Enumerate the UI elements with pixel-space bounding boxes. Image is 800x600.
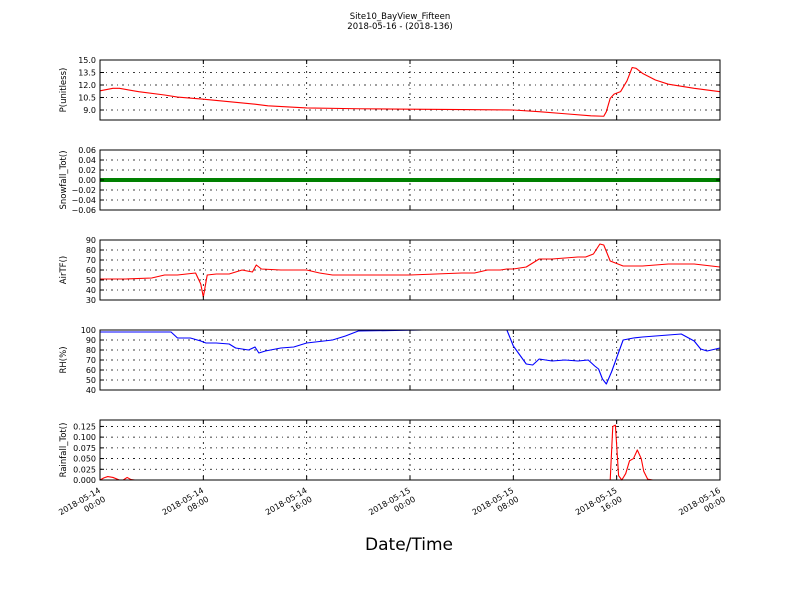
y-tick-label: 0.00 [78,176,96,185]
y-tick-label: 70 [86,356,96,365]
x-tick-label: 2018-05-1400:00 [57,486,107,526]
y-tick-label: 60 [86,266,96,275]
y-tick-label: 50 [86,376,96,385]
x-tick-label: 2018-05-1408:00 [161,486,211,526]
y-tick-label: 90 [86,236,96,245]
y-tick-label: 60 [86,366,96,375]
x-tick-label: 2018-05-1600:00 [677,486,727,526]
x-tick-label: 2018-05-1516:00 [574,486,624,526]
chart-title: Site10_BayView_Fifteen [350,12,451,22]
y-axis-label-panel-5: Rainfall_Tot() [59,423,69,478]
y-tick-label: 40 [86,286,96,295]
y-tick-label: 30 [86,296,96,305]
y-tick-label: 0.025 [73,465,96,474]
y-tick-label: 0.02 [78,166,96,175]
y-axis-label-panel-4: RH(%) [59,346,69,373]
y-tick-label: 9.0 [83,106,96,115]
y-tick-label: 0.06 [78,146,96,155]
y-tick-label: 90 [86,336,96,345]
y-tick-label: 80 [86,346,96,355]
x-tick-label: 2018-05-1416:00 [264,486,314,526]
x-tick-label: 2018-05-1500:00 [367,486,417,526]
y-tick-label: 0.04 [78,156,96,165]
y-tick-label: 12.0 [78,81,96,90]
y-tick-label: 10.5 [78,94,96,103]
y-axis-label-panel-3: AirTF() [59,256,69,284]
y-tick-label: 80 [86,246,96,255]
y-tick-label: 40 [86,386,96,395]
y-tick-label: 100 [81,326,96,335]
chart-subtitle: 2018-05-16 - (2018-136) [347,22,452,32]
y-tick-label: −0.04 [71,196,96,205]
panel-1: 15.0 13.5 12.0 10.5 9.0 P(unitless) [59,56,721,121]
y-tick-label: 13.5 [78,69,96,78]
y-tick-label: 70 [86,256,96,265]
y-tick-label: 0.125 [73,422,96,431]
y-tick-label: 15.0 [78,56,96,65]
series-line-panel-1 [99,66,721,117]
y-tick-label: 0.075 [73,444,96,453]
y-axis-label-panel-1: P(unitless) [59,68,69,113]
panel-2: 0.060.040.020.00−0.02−0.04−0.06Snowfall_… [59,146,721,215]
y-axis-label-panel-2: Snowfall_Tot() [59,150,69,209]
y-tick-label: 0.100 [73,433,96,442]
series-line-panel-5 [99,424,720,481]
y-tick-label: −0.02 [71,186,96,195]
y-tick-label: 0.050 [73,455,96,464]
x-axis-label: Date/Time [365,535,453,555]
y-tick-label: 0.000 [73,476,96,485]
y-tick-label: 50 [86,276,96,285]
y-tick-label: −0.06 [71,206,96,215]
x-tick-label: 2018-05-1508:00 [471,486,521,526]
